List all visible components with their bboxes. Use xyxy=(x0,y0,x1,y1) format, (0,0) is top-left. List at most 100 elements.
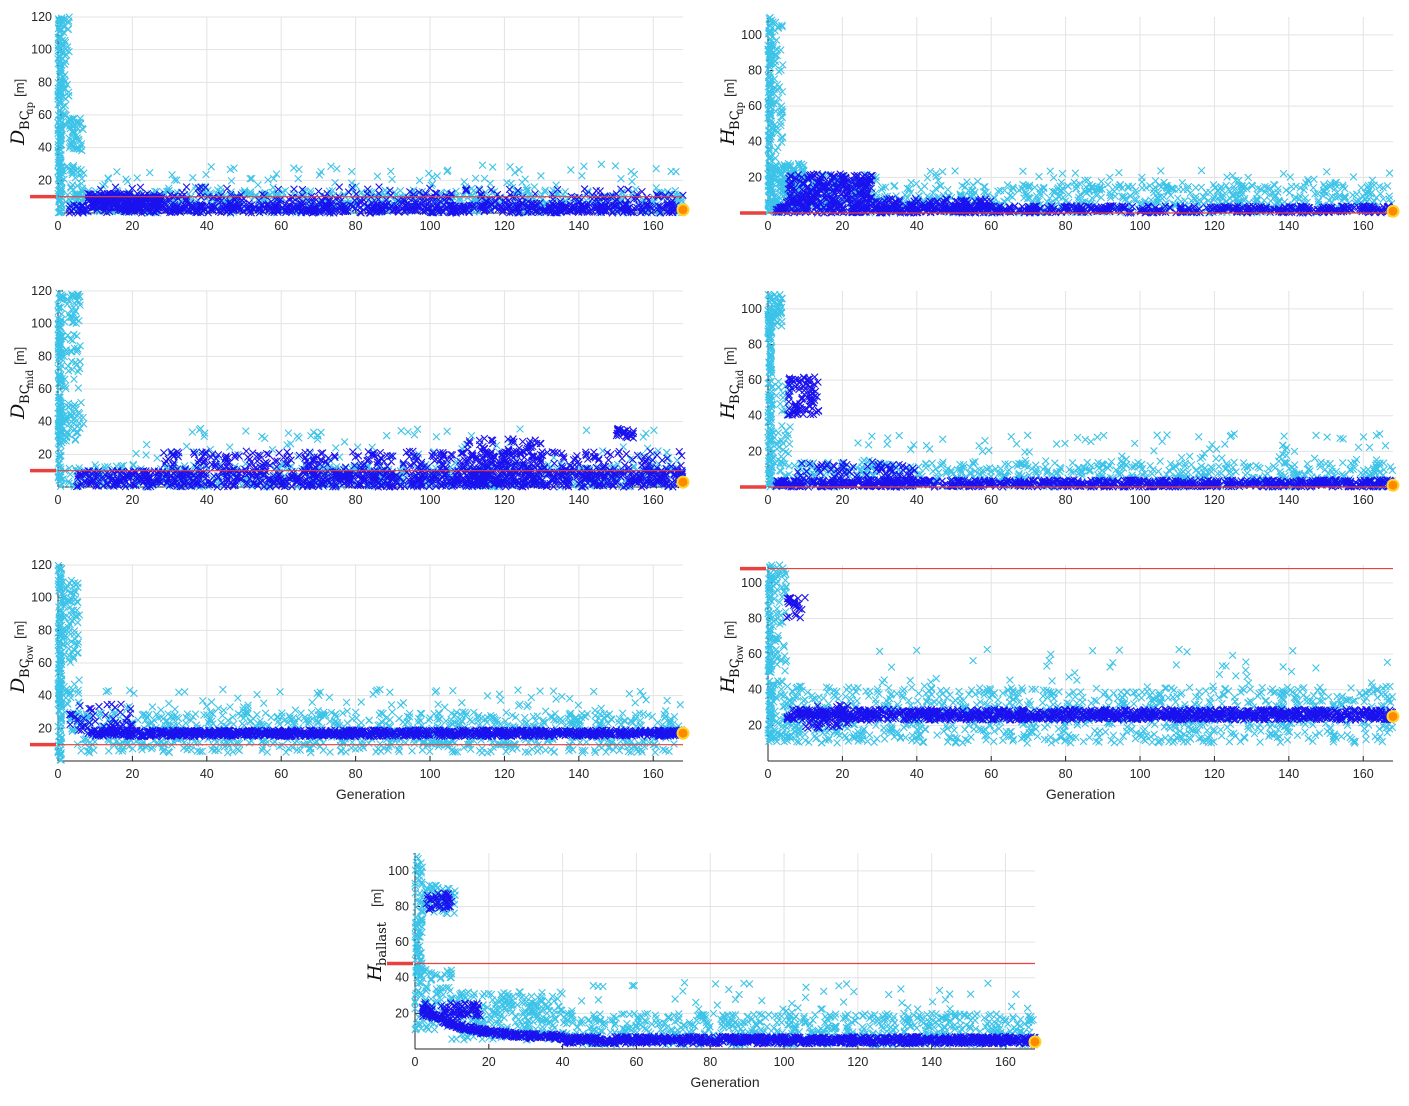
point-marker xyxy=(1132,195,1141,204)
point-marker xyxy=(627,167,635,176)
point-marker xyxy=(63,429,72,438)
point-marker xyxy=(959,197,968,205)
point-marker xyxy=(1361,195,1370,204)
point-marker xyxy=(903,194,912,202)
point-marker xyxy=(1118,202,1127,210)
point-marker xyxy=(1024,182,1032,191)
point-marker xyxy=(61,382,70,390)
point-marker xyxy=(778,61,787,69)
point-marker xyxy=(62,384,70,393)
point-marker xyxy=(617,185,625,193)
point-marker xyxy=(1352,190,1361,198)
point-marker xyxy=(65,134,74,143)
point-marker xyxy=(522,183,531,192)
point-marker xyxy=(1209,195,1218,203)
point-marker xyxy=(1228,171,1237,180)
point-marker xyxy=(766,28,775,37)
point-marker xyxy=(318,197,327,205)
point-marker xyxy=(609,201,618,210)
y-label-subscript-2: up xyxy=(25,102,36,115)
point-marker xyxy=(803,173,812,182)
point-marker xyxy=(1064,182,1073,190)
point-marker xyxy=(953,197,962,206)
point-marker xyxy=(392,204,400,212)
point-marker xyxy=(57,324,65,332)
point-marker xyxy=(274,208,282,216)
scatter-points xyxy=(54,289,687,491)
point-marker xyxy=(60,15,69,24)
point-marker xyxy=(536,199,544,207)
point-marker xyxy=(1124,182,1133,190)
point-marker xyxy=(1006,203,1014,212)
point-marker xyxy=(790,202,799,211)
point-marker xyxy=(932,172,940,181)
point-marker xyxy=(1204,197,1213,205)
point-marker xyxy=(1003,181,1012,189)
point-marker xyxy=(813,195,822,203)
point-marker xyxy=(310,207,318,216)
point-marker xyxy=(1273,198,1282,207)
point-marker xyxy=(460,177,468,186)
point-marker xyxy=(850,171,859,180)
point-marker xyxy=(295,165,303,174)
point-marker xyxy=(1121,195,1130,203)
point-marker xyxy=(981,195,990,204)
point-marker xyxy=(57,406,66,414)
point-marker xyxy=(1223,173,1231,181)
point-marker xyxy=(1222,181,1230,190)
point-marker xyxy=(309,198,317,207)
point-marker xyxy=(69,168,78,176)
point-marker xyxy=(656,209,664,217)
point-marker xyxy=(518,200,526,208)
point-marker xyxy=(611,162,620,170)
point-marker xyxy=(419,207,427,216)
point-marker xyxy=(207,162,216,171)
point-marker xyxy=(55,391,64,400)
point-marker xyxy=(350,196,359,205)
point-marker xyxy=(654,202,662,210)
x-tick-label: 0 xyxy=(55,493,62,507)
point-marker xyxy=(1052,195,1060,203)
point-marker xyxy=(765,114,773,122)
point-marker xyxy=(69,143,77,151)
point-marker xyxy=(515,208,524,217)
point-marker xyxy=(1234,176,1243,185)
point-marker xyxy=(638,187,646,196)
point-marker xyxy=(1338,202,1346,211)
point-marker xyxy=(1206,188,1214,197)
point-marker xyxy=(1309,183,1318,192)
point-marker xyxy=(511,168,519,177)
point-marker xyxy=(644,196,653,205)
y-label-unit: [m] xyxy=(12,79,27,97)
point-marker xyxy=(182,183,191,191)
point-marker xyxy=(56,418,65,426)
point-marker xyxy=(1282,186,1290,195)
y-tick-label: 40 xyxy=(38,141,52,155)
point-marker xyxy=(768,164,777,172)
point-marker xyxy=(58,374,66,383)
point-marker xyxy=(912,179,921,188)
point-marker xyxy=(1151,177,1160,185)
point-marker xyxy=(226,199,235,208)
point-marker xyxy=(1377,206,1386,214)
point-marker xyxy=(289,202,298,211)
x-tick-label: 120 xyxy=(1204,219,1225,233)
point-marker xyxy=(55,177,63,185)
point-marker xyxy=(1385,195,1393,204)
point-marker xyxy=(56,359,64,368)
point-marker xyxy=(67,357,76,366)
x-tick-label: 160 xyxy=(643,219,664,233)
point-marker xyxy=(534,208,543,217)
point-marker xyxy=(363,185,372,193)
point-marker xyxy=(254,181,262,189)
point-marker xyxy=(1046,205,1054,214)
point-marker xyxy=(1266,197,1275,205)
point-marker xyxy=(628,177,636,186)
point-marker xyxy=(769,41,778,50)
point-marker xyxy=(56,53,64,62)
point-marker xyxy=(133,197,141,205)
point-marker xyxy=(207,205,215,214)
point-marker xyxy=(1165,203,1174,212)
point-marker xyxy=(1094,204,1102,212)
